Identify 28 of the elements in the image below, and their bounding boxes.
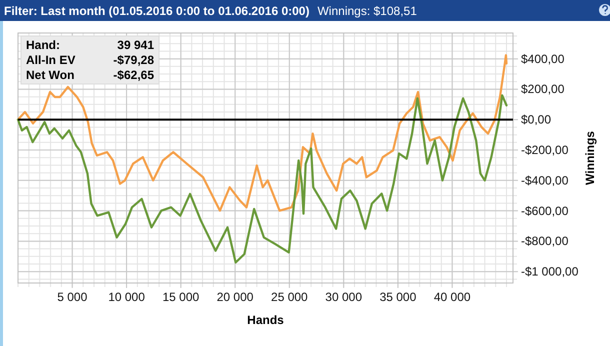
annotation: Hand: [26,38,60,52]
y-tick-label: -$600,00 [521,204,569,218]
y-axis-title: Winnings [583,130,597,185]
chart-subtitle: Winnings: $108,51 [317,4,418,18]
x-tick-label: 20 000 [216,290,254,304]
x-tick-label: 5 000 [57,290,88,304]
x-tick-label: 40 000 [434,290,471,304]
annotation: -$79,28 [113,53,154,67]
annotation: Net Won [26,68,74,82]
line-series [16,94,508,264]
y-tick-label: -$200,00 [521,143,569,158]
x-axis-title: Hands [247,313,284,327]
x-tick-label: 10 000 [108,290,146,304]
x-tick-label: 25 000 [271,290,308,304]
x-tick-label: 15 000 [162,290,200,304]
y-tick-label: $400,00 [521,52,565,66]
chart-title: Filter: Last month (01.05.2016 0:00 to 01.06.2016 0:00) [4,4,310,18]
y-tick-label: -$800,00 [521,234,569,248]
x-tick-label: 30 000 [325,290,362,304]
y-tick-label: $200,00 [521,82,565,96]
line-series [16,54,508,212]
y-tick-label: $0,00 [521,112,552,127]
x-tick-label: 35 000 [380,290,417,304]
annotation: 39 941 [117,38,154,52]
y-tick-label: -$400,00 [521,173,569,188]
annotation: All-In EV [26,53,76,67]
y-tick-label: -$1 000,00 [521,264,579,279]
annotation: -$62,65 [113,68,154,82]
